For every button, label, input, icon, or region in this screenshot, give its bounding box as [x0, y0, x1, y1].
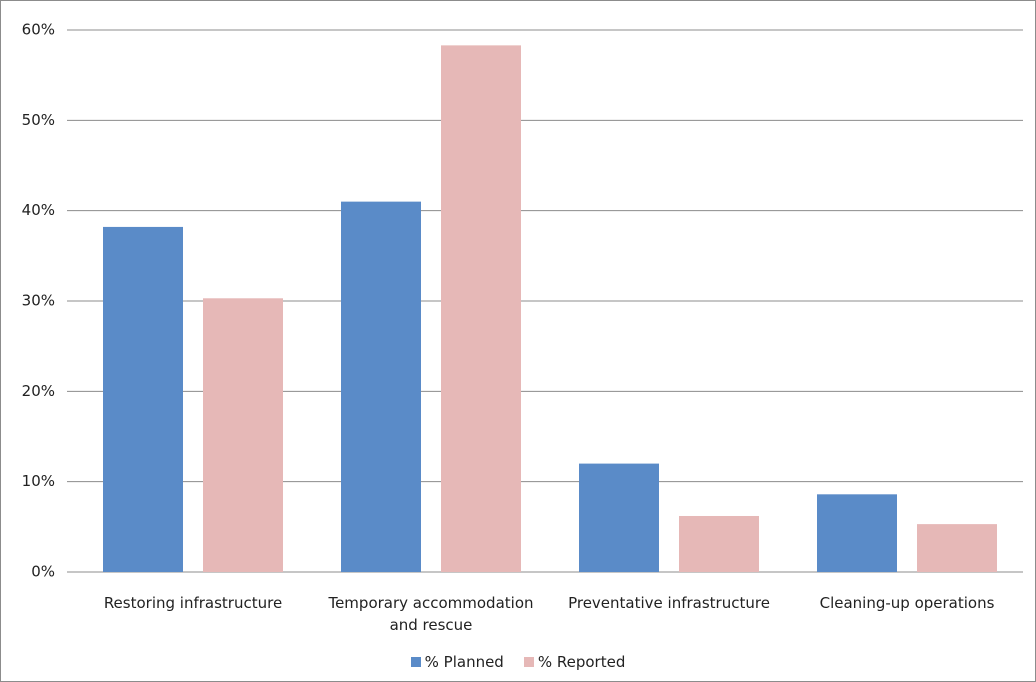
bar [917, 524, 997, 572]
legend-item: % Reported [523, 653, 626, 671]
bar [679, 515, 759, 572]
x-tick-label: Temporary accommodation and rescue [328, 594, 534, 634]
x-tick-label: Restoring infrastructure [103, 594, 283, 612]
y-tick-label: 60% [22, 21, 55, 39]
legend-label: % Reported [537, 653, 626, 671]
bar [441, 45, 521, 572]
legend-item: % Planned [410, 653, 504, 671]
legend-swatch [410, 657, 421, 667]
bar [203, 298, 283, 572]
y-tick-label: 40% [22, 201, 55, 219]
bar [817, 494, 897, 572]
x-tick-label: Preventative infrastructure [568, 594, 770, 612]
y-tick-label: 50% [22, 111, 55, 129]
bar [103, 226, 183, 572]
bar [341, 201, 421, 572]
bar [579, 463, 659, 572]
x-tick-label: Cleaning-up operations [819, 594, 995, 612]
legend-label: % Planned [424, 653, 504, 671]
y-tick-label: 20% [22, 382, 55, 400]
y-tick-label: 30% [22, 292, 55, 310]
legend: % Planned % Reported [1, 653, 1035, 671]
y-tick-label: 10% [22, 472, 55, 490]
legend-swatch [523, 657, 534, 667]
y-tick-label: 0% [31, 563, 55, 581]
